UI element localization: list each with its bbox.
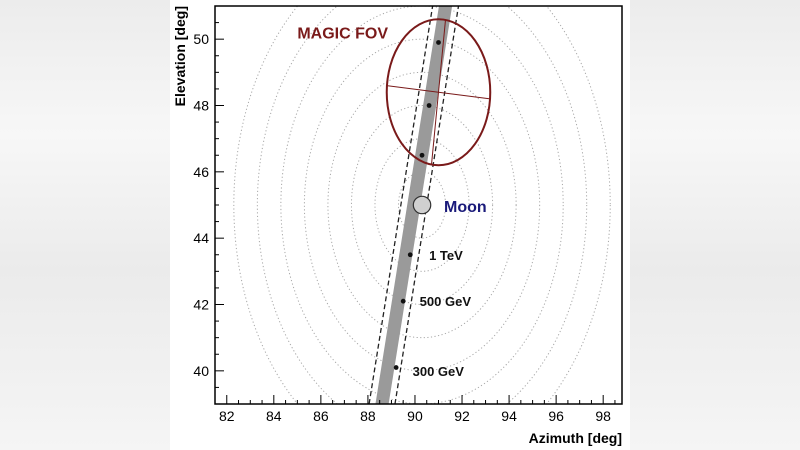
plot-area: 1 TeV 500 GeV 300 GeV Moon MAGIC FOV: [233, 6, 611, 404]
y-tick-label: 42: [193, 297, 209, 313]
x-axis-label: Azimuth [deg]: [529, 430, 622, 446]
y-tick-label: 48: [193, 98, 209, 114]
x-tick-label: 82: [219, 408, 235, 424]
moon-distance-circle: [350, 105, 494, 305]
right-background-blur: [630, 0, 800, 450]
moon-distance-circle: [303, 38, 541, 372]
y-axis-label: Elevation [deg]: [172, 6, 188, 106]
x-tick-label: 88: [360, 408, 376, 424]
x-tick-label: 98: [595, 408, 611, 424]
magic-fov-label: MAGIC FOV: [297, 26, 388, 43]
left-background-blur: [0, 0, 170, 450]
x-tick-label: 94: [501, 408, 517, 424]
moon-disc: [412, 195, 432, 215]
y-tick-label: 44: [193, 230, 209, 246]
moon-label: Moon: [444, 199, 487, 216]
energy-label: 1 TeV: [429, 248, 463, 263]
y-tick-label: 50: [193, 31, 209, 47]
x-tick-label: 96: [548, 408, 564, 424]
y-tick-label: 46: [193, 164, 209, 180]
x-tick-label: 92: [454, 408, 470, 424]
magic-fov-circle: [385, 18, 492, 167]
chart-svg: 1 TeV 500 GeV 300 GeV Moon MAGIC FOV 82 84 86 88…: [172, 5, 623, 446]
data-point: [436, 40, 441, 45]
magic-fov-crosshair-vertical: [430, 19, 447, 166]
moon-distance-circle: [280, 6, 564, 404]
moon-distance-circle: [233, 6, 611, 404]
data-point: [407, 252, 413, 258]
band-left-dashed-line: [368, 6, 434, 404]
data-point: [393, 365, 399, 370]
x-tick-label: 84: [266, 408, 282, 424]
moon-distance-circle: [256, 6, 588, 404]
energy-label: 300 GeV: [413, 364, 465, 379]
energy-label: 500 GeV: [420, 294, 472, 309]
x-tick-label: 86: [313, 408, 329, 424]
data-point: [426, 103, 432, 108]
data-point: [419, 152, 425, 158]
figure-panel: 1 TeV 500 GeV 300 GeV Moon MAGIC FOV 82 84 86 88…: [170, 0, 630, 450]
moon-distance-circle: [374, 138, 470, 272]
x-tick-label: 90: [407, 408, 423, 424]
moon-distance-circle: [327, 71, 517, 339]
data-point: [400, 298, 406, 304]
y-tick-label: 40: [193, 363, 209, 379]
